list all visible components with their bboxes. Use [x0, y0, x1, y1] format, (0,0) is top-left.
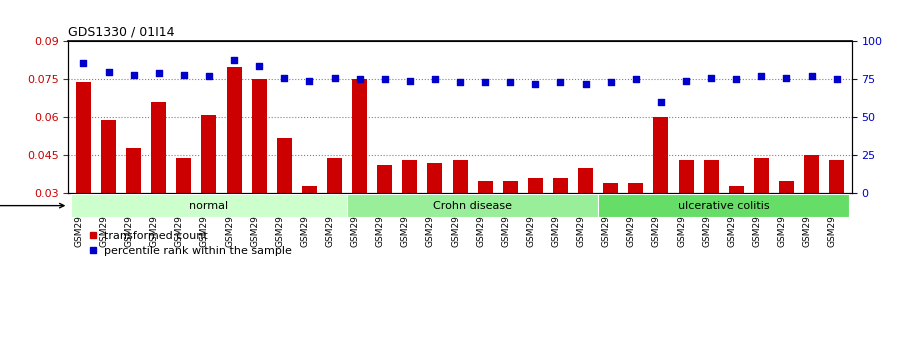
Point — [177, 72, 191, 78]
Bar — [151, 102, 166, 193]
Point — [77, 60, 91, 66]
Point — [427, 77, 442, 82]
Bar — [503, 180, 517, 193]
Bar — [653, 117, 669, 193]
Text: GDS1330 / 01I14: GDS1330 / 01I14 — [68, 26, 175, 39]
Bar — [553, 178, 568, 193]
Bar — [403, 160, 417, 193]
Legend: transformed count, percentile rank within the sample: transformed count, percentile rank withi… — [83, 226, 296, 261]
Bar — [804, 155, 819, 193]
Bar — [603, 183, 619, 193]
Bar — [327, 158, 342, 193]
Bar — [578, 168, 593, 193]
Bar — [101, 120, 116, 193]
Text: normal: normal — [189, 201, 229, 210]
Bar — [377, 165, 393, 193]
Bar — [754, 158, 769, 193]
Point — [553, 80, 568, 85]
Bar — [201, 115, 217, 193]
Bar — [427, 163, 443, 193]
Point — [503, 80, 517, 85]
Bar — [71, 194, 347, 217]
Point — [377, 77, 392, 82]
Point — [603, 80, 618, 85]
Point — [679, 78, 693, 83]
Text: Crohn disease: Crohn disease — [433, 201, 512, 210]
Point — [804, 73, 819, 79]
Point — [403, 78, 417, 83]
Point — [127, 72, 141, 78]
Point — [101, 69, 116, 75]
Point — [829, 77, 844, 82]
Bar — [347, 194, 599, 217]
Point — [578, 81, 593, 87]
Text: ulcerative colitis: ulcerative colitis — [678, 201, 770, 210]
Bar — [177, 158, 191, 193]
Bar — [352, 79, 367, 193]
Bar — [477, 180, 493, 193]
Point — [201, 73, 216, 79]
Bar — [126, 148, 141, 193]
Bar — [629, 183, 643, 193]
Bar — [679, 160, 693, 193]
Bar — [779, 180, 794, 193]
Point — [353, 77, 367, 82]
Point — [528, 81, 543, 87]
Bar — [599, 194, 849, 217]
Point — [227, 57, 241, 62]
Point — [704, 75, 719, 81]
Point — [327, 75, 342, 81]
Text: disease state: disease state — [0, 201, 64, 210]
Point — [277, 75, 292, 81]
Point — [151, 70, 166, 76]
Point — [654, 99, 669, 105]
Bar — [829, 160, 844, 193]
Bar — [527, 178, 543, 193]
Bar — [251, 79, 267, 193]
Bar — [277, 138, 292, 193]
Point — [729, 77, 743, 82]
Point — [629, 77, 643, 82]
Bar — [729, 186, 743, 193]
Point — [779, 75, 793, 81]
Bar — [302, 186, 317, 193]
Point — [754, 73, 769, 79]
Bar — [453, 160, 467, 193]
Point — [251, 63, 266, 68]
Point — [478, 80, 493, 85]
Bar — [227, 67, 241, 193]
Point — [453, 80, 467, 85]
Point — [302, 78, 317, 83]
Bar — [703, 160, 719, 193]
Bar — [76, 82, 91, 193]
